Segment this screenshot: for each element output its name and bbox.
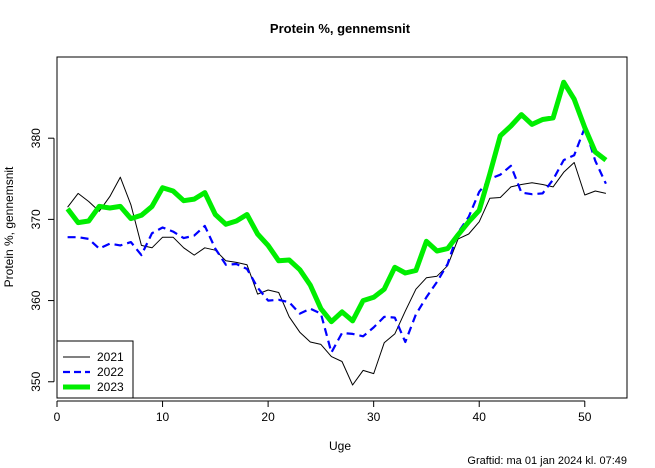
legend-label-2023: 2023 bbox=[97, 380, 124, 394]
series-line-2023 bbox=[65, 79, 608, 325]
y-tick-label: 380 bbox=[29, 128, 43, 148]
timestamp-footer: Graftid: ma 01 jan 2024 kl. 07:49 bbox=[467, 455, 627, 467]
plot-frame bbox=[56, 56, 628, 399]
x-tick-label: 20 bbox=[261, 410, 275, 424]
y-axis-label: Protein %, gennemsnit bbox=[2, 166, 16, 287]
series-layer bbox=[65, 79, 608, 386]
x-axis: 0 10 20 30 40 50 bbox=[54, 400, 592, 424]
y-tick-label: 370 bbox=[29, 209, 43, 229]
legend-label-2022: 2022 bbox=[97, 365, 124, 379]
series-line-2021 bbox=[67, 162, 607, 386]
x-tick-label: 30 bbox=[367, 410, 381, 424]
y-tick-label: 360 bbox=[29, 290, 43, 310]
x-tick-label: 40 bbox=[473, 410, 487, 424]
y-tick-label: 350 bbox=[29, 371, 43, 391]
chart-title: Protein %, gennemsnit bbox=[270, 21, 411, 36]
x-tick-label: 10 bbox=[156, 410, 170, 424]
y-axis: 350 360 370 380 bbox=[29, 128, 55, 392]
x-tick-label: 50 bbox=[578, 410, 592, 424]
x-tick-label: 0 bbox=[54, 410, 61, 424]
legend-label-2021: 2021 bbox=[97, 350, 124, 364]
x-axis-label: Uge bbox=[329, 439, 351, 453]
